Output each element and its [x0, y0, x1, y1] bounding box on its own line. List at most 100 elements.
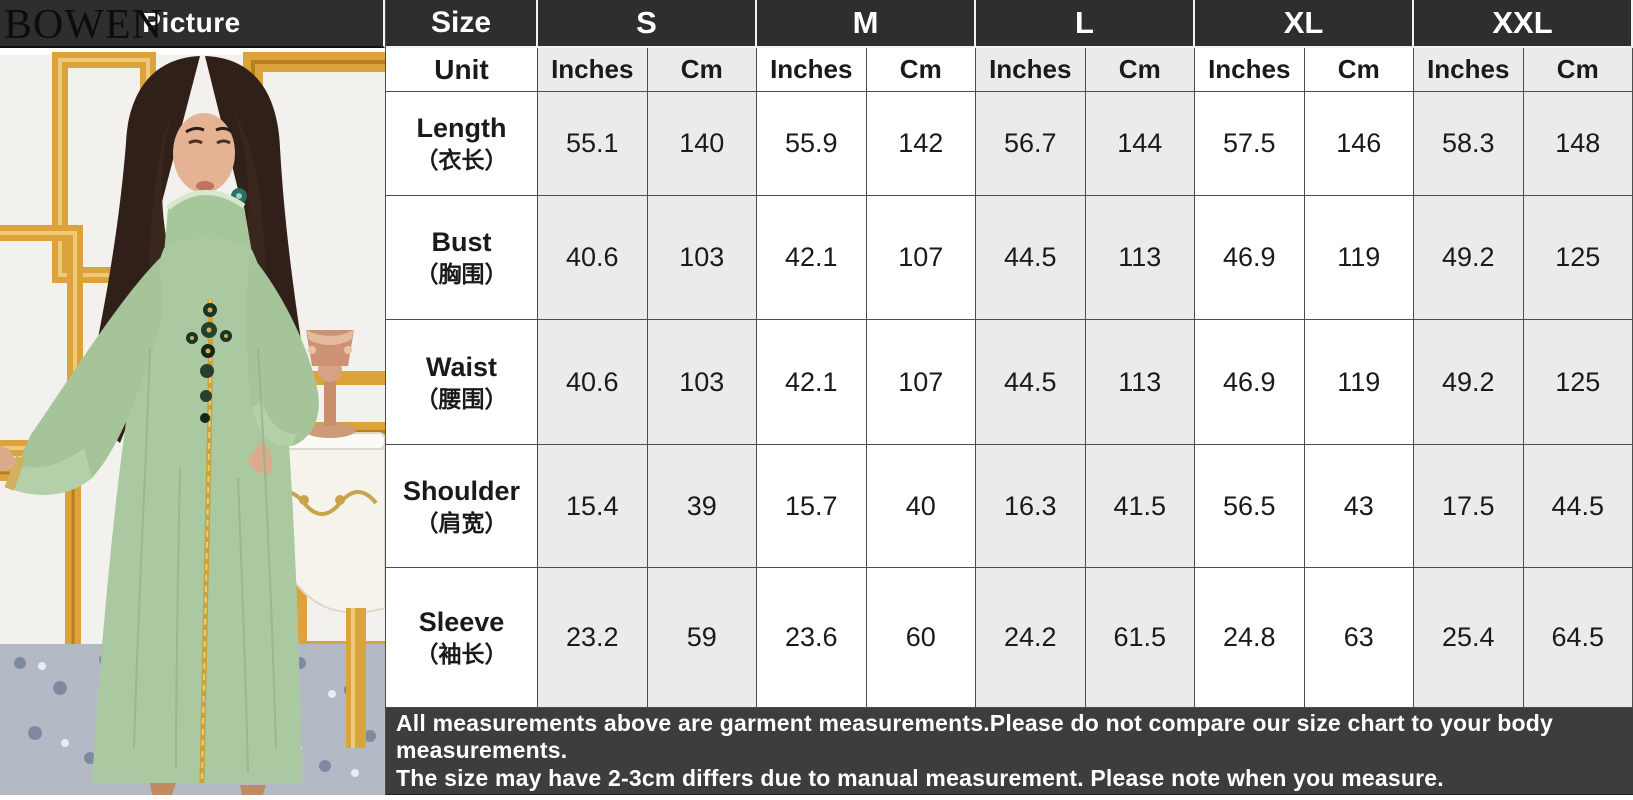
size-value-cell: 55.9: [757, 92, 867, 196]
measurement-name: Shoulder: [402, 475, 520, 506]
size-value-cell: 107: [866, 320, 976, 445]
unit-column-header: Cm: [1304, 48, 1414, 92]
size-value-cell: 41.5: [1085, 445, 1195, 568]
size-value-cell: 49.2: [1414, 196, 1524, 320]
size-column-header: XXL: [1414, 0, 1633, 48]
right-sleeve: [246, 254, 319, 447]
model-figure: [0, 56, 319, 795]
unit-column-header: Cm: [647, 48, 757, 92]
size-value-cell: 59: [647, 568, 757, 708]
measurement-name: Sleeve: [418, 607, 505, 638]
size-value-cell: 60: [866, 568, 976, 708]
size-value-cell: 142: [866, 92, 976, 196]
size-column-header: S: [538, 0, 757, 48]
picture-header-bar: BOWEN Picture: [0, 0, 385, 48]
size-value-cell: 113: [1085, 196, 1195, 320]
size-value-cell: 42.1: [757, 320, 867, 445]
face: [173, 113, 235, 193]
size-value-cell: 39: [647, 445, 757, 568]
measurement-row-label: Bust （胸围）: [386, 196, 538, 320]
size-value-cell: 15.4: [538, 445, 648, 568]
unit-column-header: Inches: [757, 48, 867, 92]
measurement-name: Waist: [425, 351, 497, 382]
jewel-ornament: [186, 303, 232, 423]
size-value-cell: 44.5: [1523, 445, 1633, 568]
size-value-cell: 55.1: [538, 92, 648, 196]
size-value-cell: 43: [1304, 445, 1414, 568]
size-value-cell: 42.1: [757, 196, 867, 320]
measurement-row-label: Waist （腰围）: [386, 320, 538, 445]
picture-header-label: Picture: [142, 7, 241, 38]
measurement-row-label: Shoulder （肩宽）: [386, 445, 538, 568]
size-value-cell: 56.7: [976, 92, 1086, 196]
size-value-cell: 61.5: [1085, 568, 1195, 708]
size-value-cell: 40: [866, 445, 976, 568]
unit-column-header: Inches: [538, 48, 648, 92]
size-value-cell: 23.2: [538, 568, 648, 708]
size-value-cell: 144: [1085, 92, 1195, 196]
size-table: Size S M L XL XXL Unit Inches Cm Inches Cm Inches…: [385, 0, 1633, 795]
size-value-cell: 148: [1523, 92, 1633, 196]
size-header: Size: [386, 0, 538, 48]
size-value-cell: 103: [647, 320, 757, 445]
unit-column-header: Inches: [976, 48, 1086, 92]
size-value-cell: 44.5: [976, 320, 1086, 445]
note-line-1: All measurements above are garment measu…: [396, 710, 1553, 764]
size-value-cell: 146: [1304, 92, 1414, 196]
measurement-name-zh: （腰围）: [415, 385, 508, 412]
product-photo: [0, 48, 385, 795]
size-value-cell: 16.3: [976, 445, 1086, 568]
unit-header: Unit: [386, 48, 538, 92]
unit-column-header: Cm: [1085, 48, 1195, 92]
measurement-row-label: Length （衣长）: [386, 92, 538, 196]
size-value-cell: 40.6: [538, 320, 648, 445]
measurement-notes: All measurements above are garment measu…: [386, 708, 1633, 795]
size-value-cell: 25.4: [1414, 568, 1524, 708]
size-value-cell: 23.6: [757, 568, 867, 708]
size-value-cell: 58.3: [1414, 92, 1524, 196]
picture-panel: BOWEN Picture: [0, 0, 385, 795]
size-value-cell: 125: [1523, 320, 1633, 445]
measurement-row-label: Sleeve （袖长）: [386, 568, 538, 708]
hood: [164, 192, 252, 254]
brand-logo: BOWEN: [4, 2, 163, 48]
measurement-name-zh: （胸围）: [415, 261, 508, 287]
size-value-cell: 125: [1523, 196, 1633, 320]
size-value-cell: 140: [647, 92, 757, 196]
unit-column-header: Cm: [866, 48, 976, 92]
size-value-cell: 63: [1304, 568, 1414, 708]
candlestick: [304, 330, 356, 438]
size-column-header: L: [976, 0, 1195, 48]
gold-trim: [199, 299, 213, 784]
measurement-name-zh: （衣长）: [415, 147, 508, 173]
size-value-cell: 44.5: [976, 196, 1086, 320]
size-value-cell: 119: [1304, 196, 1414, 320]
note-line-2: The size may have 2-3cm differs due to m…: [396, 764, 1444, 791]
size-value-cell: 107: [866, 196, 976, 320]
size-value-cell: 17.5: [1414, 445, 1524, 568]
size-value-cell: 15.7: [757, 445, 867, 568]
model-illustration: [0, 48, 385, 795]
size-value-cell: 64.5: [1523, 568, 1633, 708]
size-value-cell: 113: [1085, 320, 1195, 445]
size-value-cell: 24.2: [976, 568, 1086, 708]
size-value-cell: 56.5: [1195, 445, 1305, 568]
measurement-name: Length: [416, 113, 507, 144]
size-value-cell: 119: [1304, 320, 1414, 445]
measurement-name: Bust: [431, 227, 492, 258]
size-value-cell: 49.2: [1414, 320, 1524, 445]
unit-column-header: Inches: [1414, 48, 1524, 92]
size-value-cell: 46.9: [1195, 320, 1305, 445]
size-value-cell: 24.8: [1195, 568, 1305, 708]
size-column-header: M: [757, 0, 976, 48]
unit-column-header: Inches: [1195, 48, 1305, 92]
size-value-cell: 40.6: [538, 196, 648, 320]
size-value-cell: 57.5: [1195, 92, 1305, 196]
size-value-cell: 46.9: [1195, 196, 1305, 320]
measurement-name-zh: （肩宽）: [415, 509, 508, 536]
left-sleeve: [8, 258, 162, 495]
measurement-name-zh: （袖长）: [415, 641, 508, 667]
size-value-cell: 103: [647, 196, 757, 320]
size-column-header: XL: [1195, 0, 1414, 48]
